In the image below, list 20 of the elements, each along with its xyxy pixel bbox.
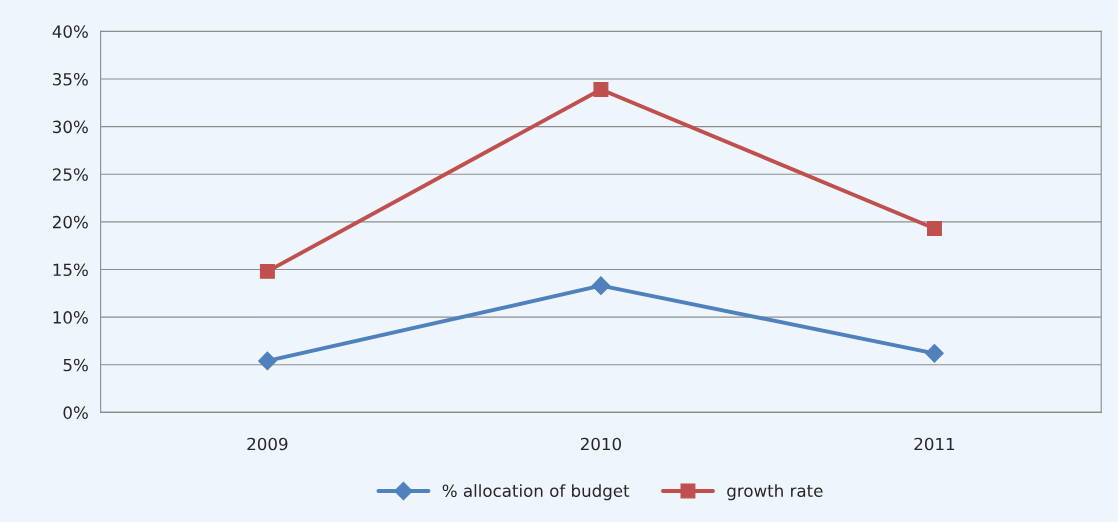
y-tick-label: 10% bbox=[53, 311, 88, 324]
x-tick-label: 2011 bbox=[914, 437, 955, 451]
point bbox=[925, 343, 944, 363]
legend-label: growth rate bbox=[727, 484, 823, 501]
x-tick-label: 2010 bbox=[580, 437, 622, 451]
y-tick-label: 15% bbox=[53, 263, 88, 277]
point bbox=[258, 351, 277, 371]
y-tick-label: 20% bbox=[52, 215, 88, 229]
point bbox=[591, 276, 611, 296]
legend-label: % allocation of budget bbox=[442, 484, 630, 501]
y-tick-label: 0% bbox=[63, 406, 88, 419]
point bbox=[259, 263, 275, 279]
y-tick-label: 30% bbox=[53, 120, 88, 134]
point bbox=[927, 221, 942, 236]
y-tick-label: 35% bbox=[53, 72, 88, 86]
y-tick-label: 25% bbox=[52, 168, 88, 181]
y-tick-label: 5% bbox=[63, 358, 88, 372]
x-tick-label: 2009 bbox=[247, 437, 288, 451]
point bbox=[593, 81, 609, 97]
y-tick-label: 40% bbox=[52, 25, 88, 38]
